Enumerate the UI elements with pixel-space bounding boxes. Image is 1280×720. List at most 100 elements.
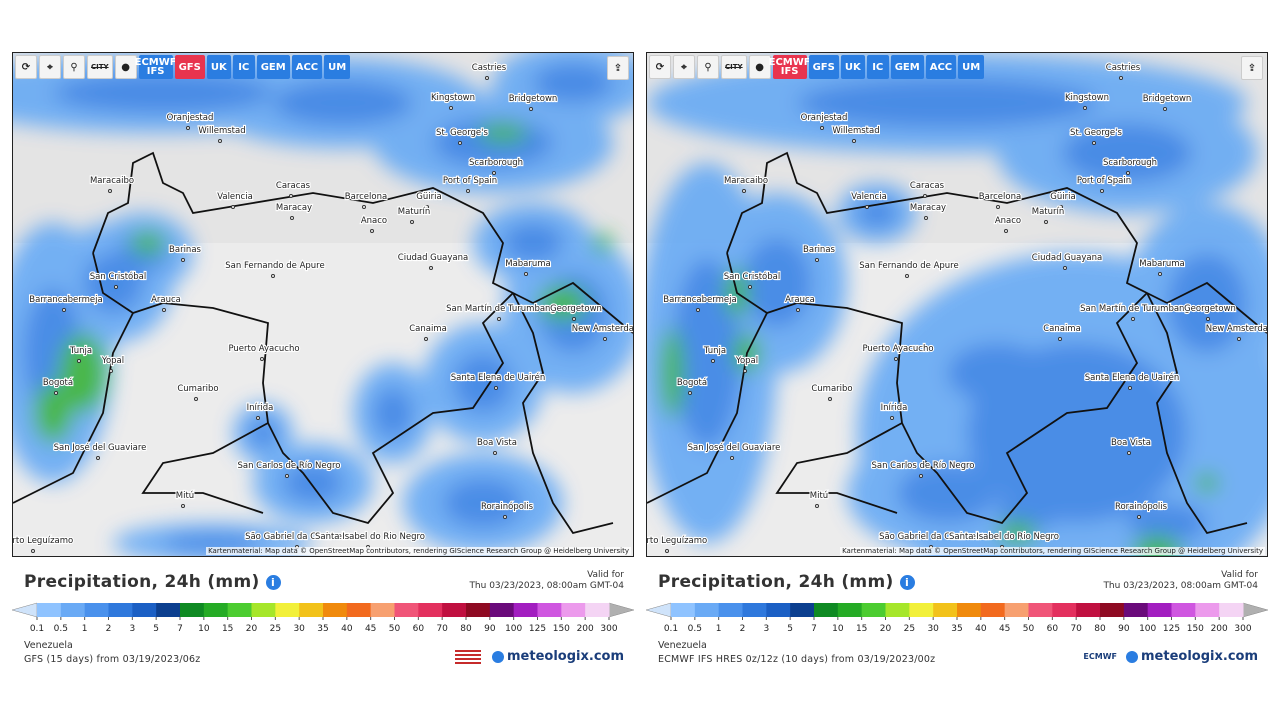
city-dot — [1058, 337, 1062, 341]
legend-label: 300 — [600, 624, 617, 634]
info-icon[interactable]: i — [265, 575, 281, 590]
legend-label: 45 — [999, 624, 1010, 634]
city-label: São Gabriel da Cachoeira — [879, 532, 987, 542]
precip-core — [947, 343, 1047, 403]
precip-heavy — [478, 123, 528, 143]
city-dot — [924, 216, 928, 220]
legend-label: 50 — [389, 624, 401, 634]
precip-heavy — [130, 231, 166, 255]
model-button[interactable]: ACC — [291, 55, 323, 79]
city-dot — [865, 205, 869, 209]
model-button[interactable]: GEM — [256, 55, 290, 79]
legend-label: 0.5 — [688, 624, 702, 634]
city-label: Barinas — [803, 245, 835, 255]
tool-button[interactable]: ⌖ — [673, 55, 695, 79]
model-button[interactable]: UM — [324, 55, 351, 79]
share-button[interactable]: ⇪ — [607, 56, 629, 80]
model-button[interactable]: UM — [958, 55, 985, 79]
city-label: San Carlos de Río Negro — [237, 461, 340, 471]
city-dot — [114, 285, 118, 289]
city-dot — [665, 549, 669, 553]
city-dot — [77, 359, 81, 363]
share-button[interactable]: ⇪ — [1241, 56, 1263, 80]
legend-label: 90 — [484, 624, 496, 634]
border — [512, 292, 614, 535]
legend-swatch — [1052, 603, 1077, 617]
model-button[interactable]: ACC — [925, 55, 957, 79]
marker-toggle[interactable]: ● — [748, 55, 771, 79]
city-label: Mabaruma — [1139, 259, 1185, 269]
city-label: Puerto Ayacucho — [228, 344, 299, 354]
legend-swatch — [1100, 603, 1125, 617]
legend-label: 20 — [880, 624, 892, 634]
city-dot — [815, 258, 819, 262]
model-button[interactable]: IC — [232, 55, 255, 79]
city-label: Mabaruma — [505, 259, 551, 269]
tool-button[interactable]: ⚲ — [63, 55, 85, 79]
city-label: Willemstad — [198, 126, 245, 136]
valid-label: Valid for — [587, 570, 624, 580]
tool-button[interactable]: ⌖ — [39, 55, 61, 79]
legend-swatch — [132, 603, 157, 617]
legend-label: 50 — [1023, 624, 1035, 634]
city-dot — [923, 194, 927, 198]
tool-button[interactable]: ⟳ — [649, 55, 671, 79]
model-button[interactable]: UK — [840, 55, 865, 79]
city-label: Tunja — [703, 346, 726, 356]
city-dot — [996, 205, 1000, 209]
model-button[interactable]: GEM — [890, 55, 924, 79]
city-toggle[interactable]: CITY — [721, 55, 747, 79]
legend-label: 1 — [82, 624, 88, 634]
tool-button[interactable]: ⚲ — [697, 55, 719, 79]
city-label: Santa Isabel do Rio Negro — [315, 532, 425, 542]
city-label: Yopal — [101, 356, 124, 366]
legend-label: 1 — [716, 624, 722, 634]
city-dot — [603, 337, 607, 341]
legend-swatch — [323, 603, 348, 617]
legend-swatch — [203, 603, 229, 617]
model-button[interactable]: ECMWF IFS — [768, 55, 811, 79]
city-dot — [285, 474, 289, 478]
marker-toggle[interactable]: ● — [114, 55, 137, 79]
city-label: San Fernando de Apure — [859, 261, 958, 271]
city-label: Scarborough — [1103, 158, 1157, 168]
precip-core — [797, 78, 1097, 128]
city-dot — [1063, 266, 1067, 270]
brand-name: meteologix.com — [507, 649, 624, 664]
legend-label: 90 — [1118, 624, 1130, 634]
city-dot — [370, 229, 374, 233]
city-label: Barinas — [169, 245, 201, 255]
legend-label: 60 — [413, 624, 425, 634]
legend-label: 150 — [1187, 624, 1204, 634]
tool-button[interactable]: ⟳ — [15, 55, 37, 79]
city-label: Port of Spain — [443, 176, 497, 186]
legend-swatch — [1171, 603, 1196, 617]
legend-swatch — [1028, 603, 1053, 617]
attribution: Kartenmaterial: Map data © OpenStreetMap… — [206, 547, 631, 555]
info-icon[interactable]: i — [899, 575, 915, 590]
precip — [13, 53, 633, 556]
precip-heavy — [1195, 473, 1219, 493]
legend-label: 0.1 — [664, 624, 678, 634]
legend-swatch — [909, 603, 934, 617]
city-label: Arauca — [151, 295, 181, 305]
model-button[interactable]: GFS — [808, 55, 839, 79]
city-dot — [271, 274, 275, 278]
city-dot — [730, 456, 734, 460]
model-button[interactable]: UK — [206, 55, 231, 79]
legend-swatch — [980, 603, 1006, 617]
panel: Castries Kingstown Bridgetown Oranjestad Wil… — [12, 52, 634, 672]
city-dot — [1127, 451, 1131, 455]
city-label: Anaco — [361, 216, 387, 226]
legend-arrow-left — [12, 602, 38, 618]
region: Venezuela — [658, 640, 707, 651]
legend-swatch — [561, 603, 586, 617]
model-button[interactable]: ECMWF IFS — [134, 55, 177, 79]
legend-swatch — [790, 603, 815, 617]
border — [532, 281, 633, 334]
model-button[interactable]: IC — [866, 55, 889, 79]
city-toggle[interactable]: CITY — [87, 55, 113, 79]
legend-swatch — [275, 603, 300, 617]
model-button[interactable]: GFS — [174, 55, 205, 79]
